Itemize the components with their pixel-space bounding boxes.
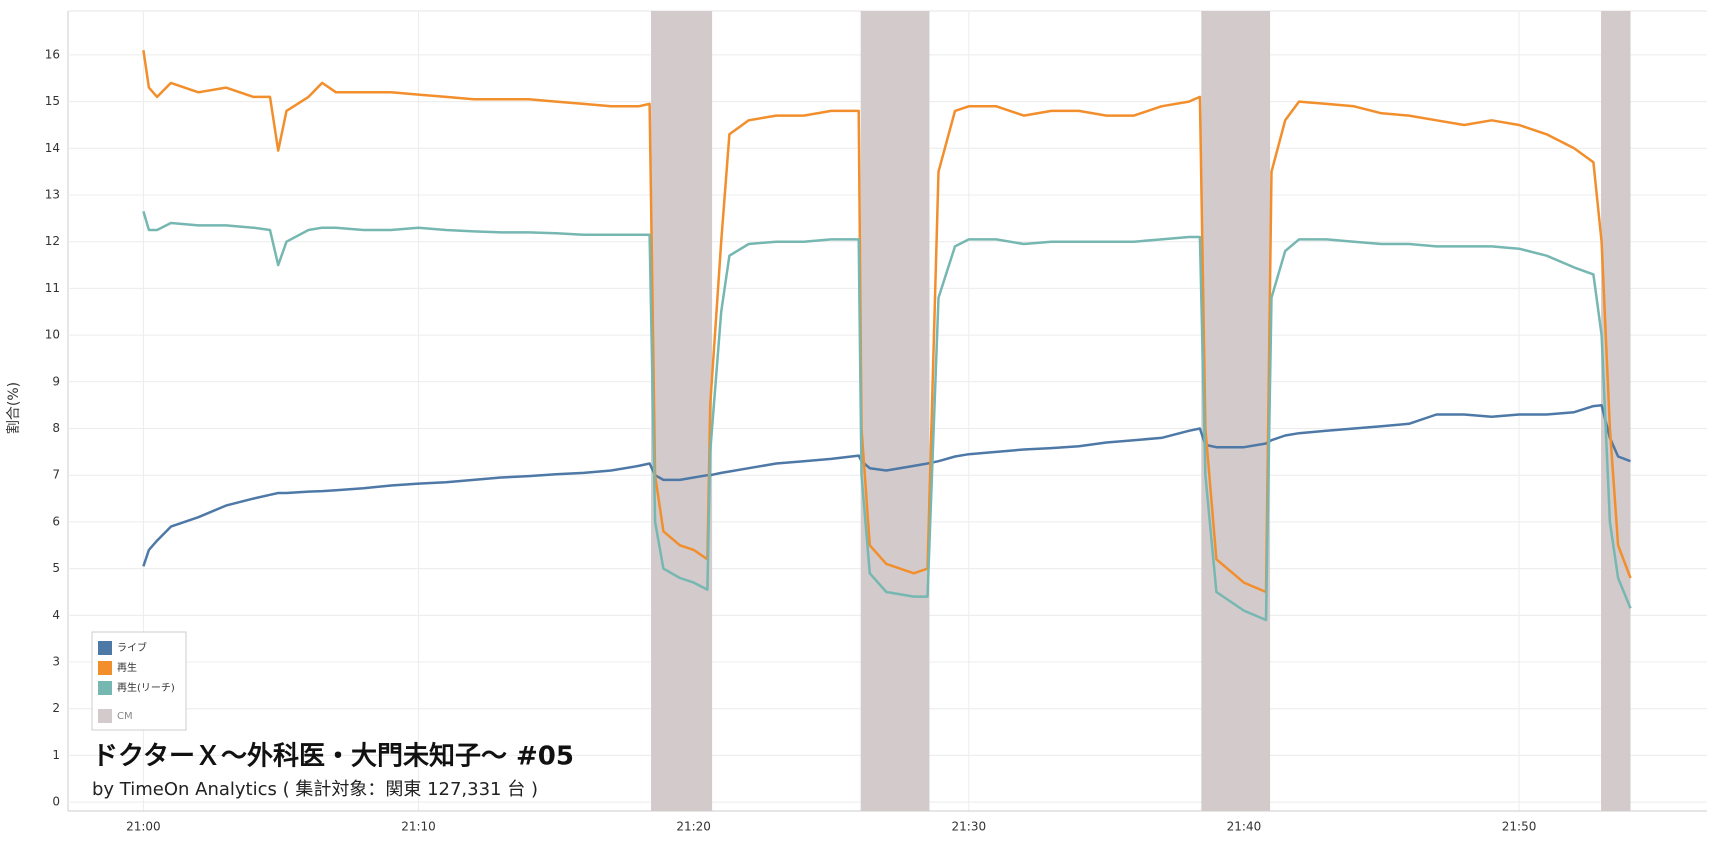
legend-label: CM xyxy=(117,711,133,722)
series-line xyxy=(142,211,1632,622)
y-tick-label: 6 xyxy=(52,514,60,528)
y-tick-label: 5 xyxy=(52,561,60,575)
legend-label: ライブ xyxy=(117,641,147,654)
y-tick-label: 10 xyxy=(45,328,60,342)
y-tick-label: 11 xyxy=(45,281,60,295)
cm-band xyxy=(860,11,930,811)
y-tick-label: 12 xyxy=(45,234,60,248)
chart-title: ドクターＸ～外科医・大門未知子～ #05 xyxy=(92,742,574,772)
x-tick-label: 21:00 xyxy=(126,820,161,834)
y-tick-label: 1 xyxy=(52,748,60,762)
y-axis-label: 割合(%) xyxy=(5,382,22,434)
y-tick-label: 0 xyxy=(52,795,60,809)
y-tick-label: 13 xyxy=(45,188,60,202)
chart-subtitle: by TimeOn Analytics ( 集計対象：関東 127,331 台 … xyxy=(92,779,538,800)
legend-label: 再生(リーチ) xyxy=(117,681,175,694)
y-tick-label: 9 xyxy=(52,374,60,388)
legend-swatch xyxy=(98,641,112,655)
y-tick-label: 3 xyxy=(52,655,60,669)
cm-band xyxy=(1201,11,1271,811)
cm-band xyxy=(651,11,713,811)
y-tick-label: 4 xyxy=(52,608,60,622)
y-tick-label: 8 xyxy=(52,421,60,435)
legend-swatch xyxy=(98,709,112,723)
y-tick-label: 14 xyxy=(45,141,60,155)
y-tick-label: 2 xyxy=(52,701,60,715)
y-tick-label: 15 xyxy=(45,94,60,108)
y-tick-label: 7 xyxy=(52,468,60,482)
x-tick-label: 21:10 xyxy=(401,820,436,834)
x-tick-label: 21:20 xyxy=(676,820,711,834)
x-tick-label: 21:50 xyxy=(1502,820,1537,834)
x-tick-label: 21:30 xyxy=(952,820,987,834)
y-tick-label: 16 xyxy=(45,47,60,61)
legend-swatch xyxy=(98,661,112,675)
legend-swatch xyxy=(98,681,112,695)
legend-label: 再生 xyxy=(117,661,137,674)
x-tick-label: 21:40 xyxy=(1227,820,1262,834)
